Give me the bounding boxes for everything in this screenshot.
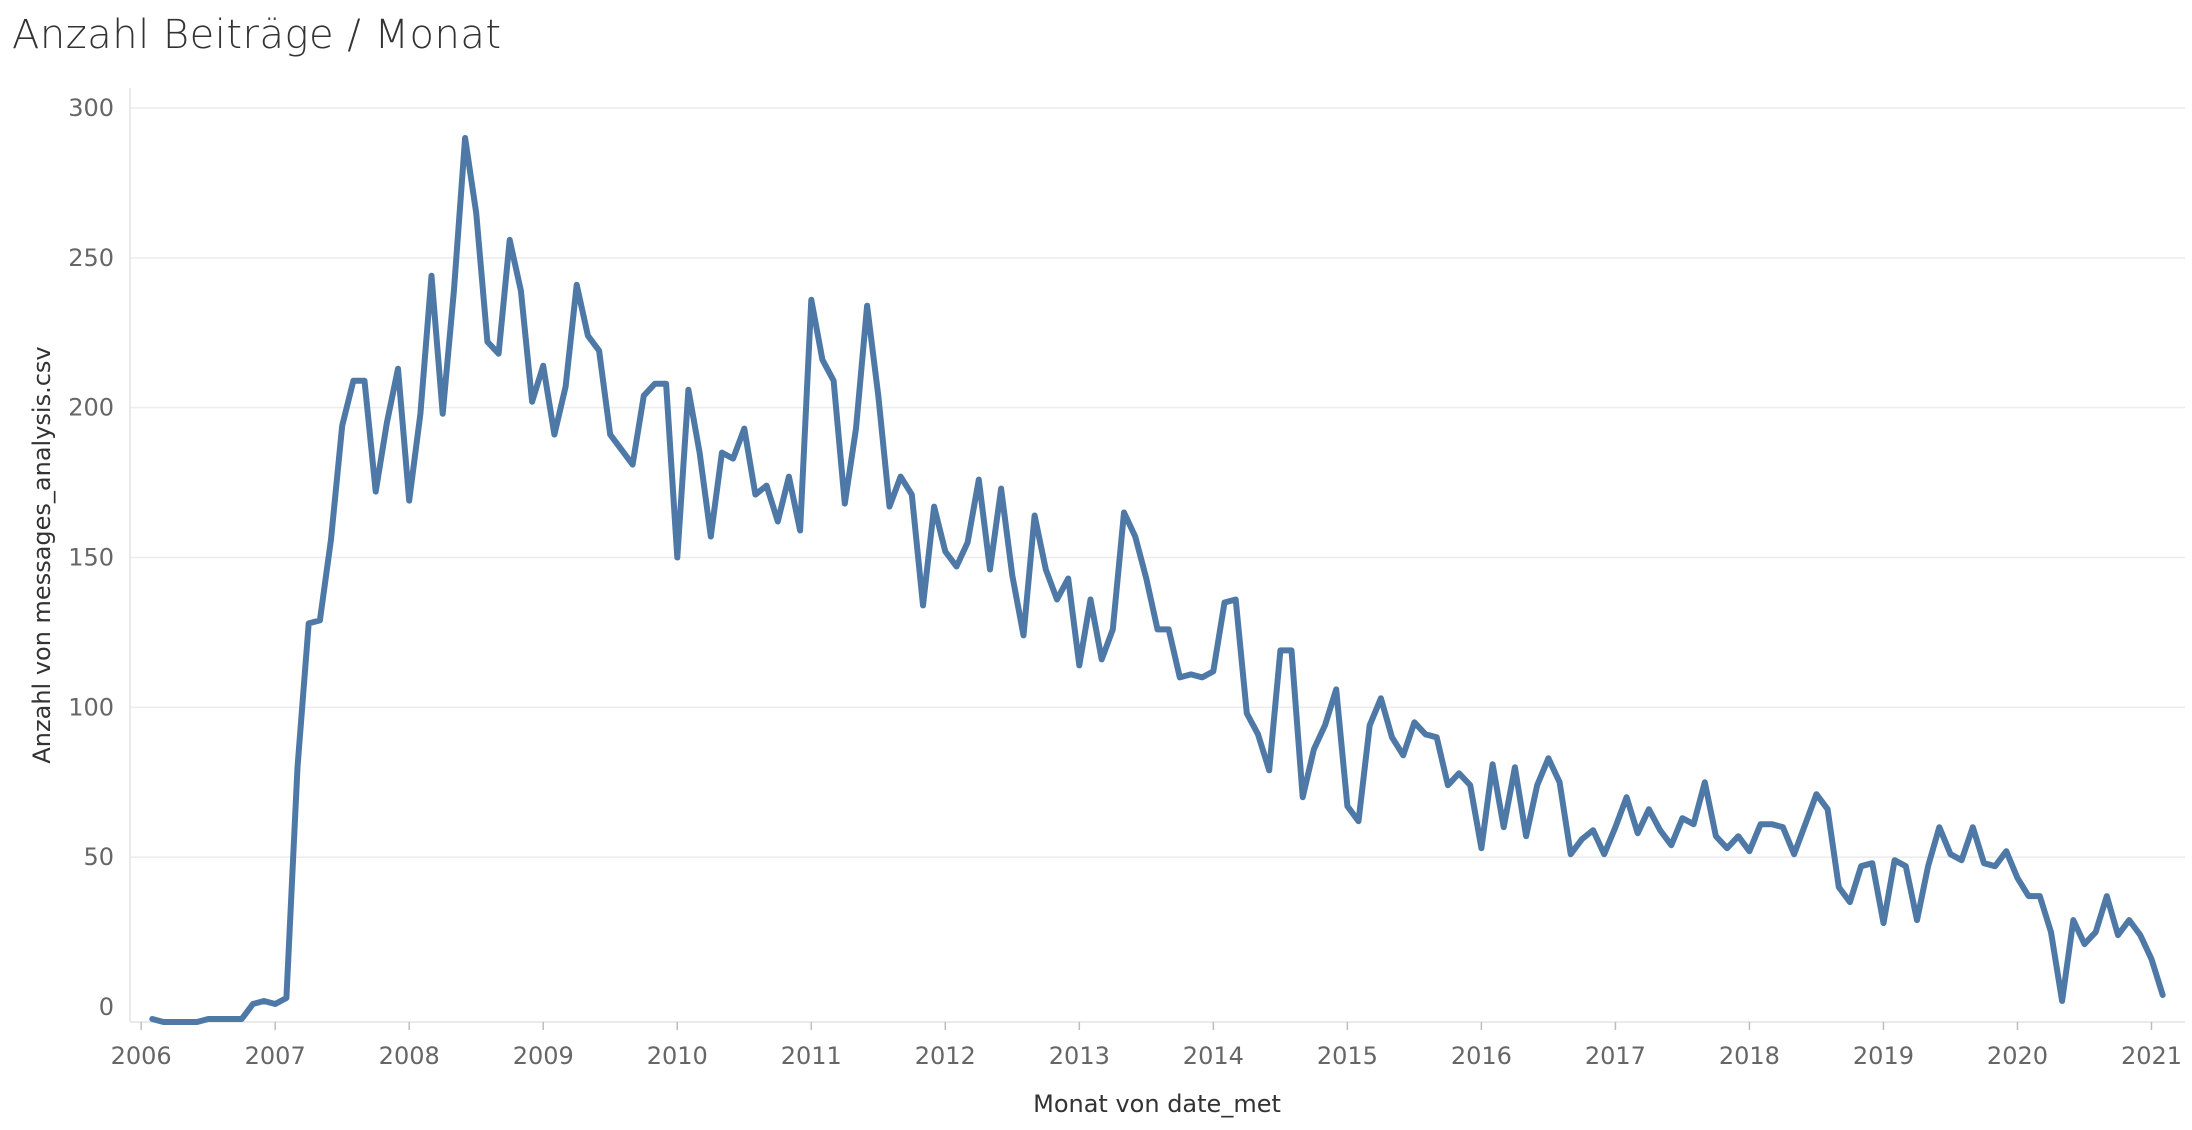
x-tick-label: 2021 xyxy=(2121,1042,2182,1070)
x-tick-label: 2018 xyxy=(1719,1042,1780,1070)
x-axis-label: Monat von date_met xyxy=(1033,1090,1281,1118)
y-tick-label: 50 xyxy=(83,843,114,871)
x-axis-ticks: 2006 2007 2008 2009 2010 2011 2012 2013 2014 2015… xyxy=(111,1022,2182,1070)
y-axis-ticks: 0 50 100 150 200 250 300 xyxy=(68,94,114,1021)
x-tick-label: 2015 xyxy=(1317,1042,1378,1070)
x-tick-label: 2020 xyxy=(1987,1042,2048,1070)
y-axis-label: Anzahl von messages_analysis.csv xyxy=(28,346,56,763)
y-tick-label: 150 xyxy=(68,544,114,572)
x-tick-label: 2008 xyxy=(379,1042,440,1070)
x-tick-label: 2009 xyxy=(513,1042,574,1070)
x-tick-label: 2007 xyxy=(245,1042,306,1070)
x-tick-label: 2017 xyxy=(1585,1042,1646,1070)
y-tick-label: 100 xyxy=(68,693,114,721)
x-tick-label: 2011 xyxy=(781,1042,842,1070)
x-tick-label: 2013 xyxy=(1049,1042,1110,1070)
series-line xyxy=(149,135,2166,1025)
y-tick-label: 200 xyxy=(68,394,114,422)
x-tick-label: 2019 xyxy=(1853,1042,1914,1070)
page-title: Anzahl Beiträge / Monat xyxy=(12,12,502,58)
y-tick-label: 300 xyxy=(68,94,114,122)
y-tick-label: 0 xyxy=(99,993,114,1021)
x-tick-label: 2014 xyxy=(1183,1042,1244,1070)
grid-lines xyxy=(129,88,2185,1023)
x-tick-label: 2006 xyxy=(111,1042,172,1070)
y-tick-label: 250 xyxy=(68,244,114,272)
x-tick-label: 2016 xyxy=(1451,1042,1512,1070)
x-tick-label: 2012 xyxy=(915,1042,976,1070)
x-tick-label: 2010 xyxy=(647,1042,708,1070)
